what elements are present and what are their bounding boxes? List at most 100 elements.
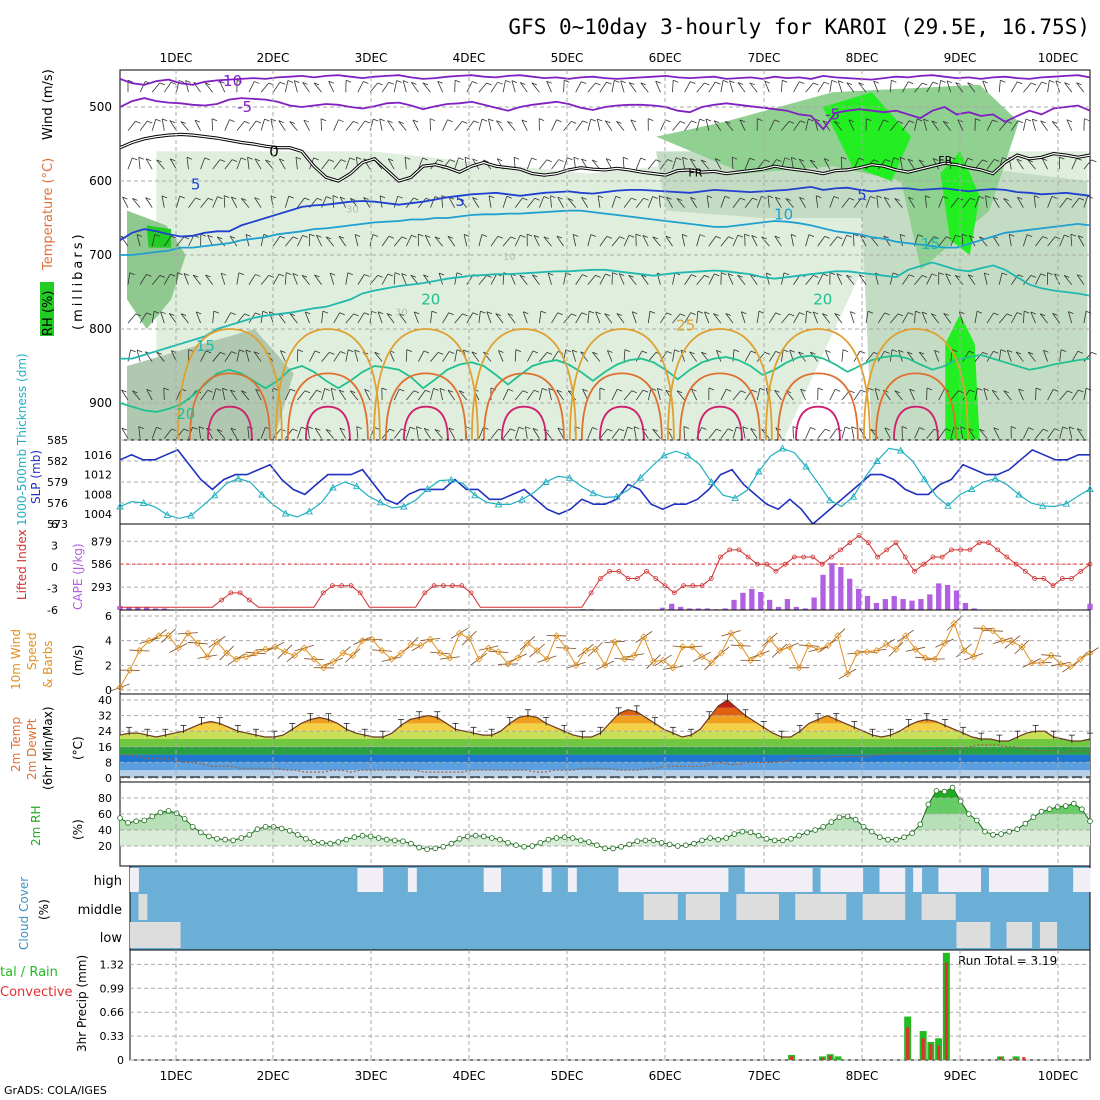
wind10m-marker (329, 658, 337, 666)
cape-bar (695, 608, 702, 610)
wind-barb-flag (207, 389, 213, 393)
wind-barb (416, 426, 419, 439)
wind-barb-flag (894, 390, 900, 394)
wind-barb (357, 312, 365, 324)
cloud-cell (946, 894, 956, 920)
wind10m-marker (358, 637, 367, 645)
rh2m-marker (602, 845, 608, 852)
wind-barb (611, 80, 615, 93)
wind-barb-flag (463, 349, 469, 353)
wind-barb (204, 82, 214, 93)
lifted-index-marker (985, 540, 991, 546)
wind-barb (405, 349, 408, 362)
wind-barb-flag (496, 120, 502, 124)
cloud-cell (626, 868, 636, 892)
wind-barb-flag (448, 312, 454, 316)
wind-barb-flag (309, 233, 315, 237)
wind-barb-flag (901, 426, 908, 429)
wind-barb (151, 311, 155, 324)
rh2m-marker (901, 834, 907, 840)
isotherm-line (119, 74, 1091, 86)
wind-barb-flag (305, 311, 311, 315)
lifted-index-marker (801, 554, 807, 560)
wind-barb-flag (701, 351, 707, 355)
wind-barb (647, 352, 657, 362)
wind-barb (825, 350, 831, 362)
cloud-cell (668, 868, 678, 892)
wind-barb (405, 235, 412, 247)
wind-barb-flag (272, 387, 278, 391)
wind-barb-flag (540, 310, 547, 314)
wind-barb-flag (884, 196, 890, 200)
wind-barb-flag (632, 311, 638, 315)
wind-barb-flag (154, 234, 160, 237)
wind-barb (684, 274, 692, 285)
wind-barb (309, 350, 316, 362)
wind10m-marker (746, 656, 755, 664)
wind-barb-flag (388, 158, 394, 162)
wind-barb-flag (919, 351, 925, 355)
wind-barb-flag (750, 428, 756, 431)
wind-barb (955, 82, 964, 93)
wind-barb-flag (631, 197, 637, 201)
wind-barb (136, 234, 141, 247)
wind10m-marker (339, 649, 347, 657)
lifted-index-marker (939, 554, 945, 560)
wind-barb-flag (170, 273, 176, 277)
wind-barb-flag (1016, 158, 1022, 162)
wind-barb-flag (823, 81, 830, 85)
rh2m-marker (674, 843, 681, 849)
wind-barb-flag (423, 427, 430, 431)
wind-barb (883, 197, 891, 208)
thickness-marker (447, 475, 455, 483)
wind-barb-flag (486, 275, 492, 278)
wind-barb (229, 389, 238, 401)
wind-barb-flag (1066, 119, 1073, 123)
wind-barb-flag (1078, 389, 1084, 393)
wind-barb (974, 352, 984, 362)
rh2m-marker (319, 839, 325, 846)
warm-contour (765, 328, 871, 441)
lifted-index-marker (1069, 576, 1074, 581)
wind10m-marker (349, 651, 357, 660)
wind-barb-flag (146, 312, 152, 316)
wind-barb (387, 158, 395, 170)
wind-barb-flag (921, 274, 928, 278)
wind-barb-flag (356, 156, 362, 160)
wind-barb (714, 158, 722, 170)
wind-barb (510, 273, 516, 285)
wind-barb-flag (121, 389, 127, 393)
rh2m-marker (626, 841, 633, 848)
wind-barb-flag (1054, 273, 1060, 277)
wind10m-marker (378, 646, 386, 655)
wind-barb-flag (774, 235, 780, 239)
wind-barb-flag (969, 389, 975, 393)
cloud-cell (812, 894, 822, 920)
wind10m-marker (727, 629, 735, 637)
wind-barb-flag (567, 198, 574, 201)
wind-barb-flag (943, 121, 949, 124)
cloud-cell (871, 894, 880, 920)
wind-barb-flag (893, 157, 899, 161)
wind-barb-flag (682, 156, 688, 160)
cloud-row-label: low (100, 931, 123, 946)
lifted-index-marker (1078, 568, 1084, 574)
wind-barb-flag (1053, 389, 1059, 392)
cape-bar (126, 606, 132, 610)
wind-barb-flag (749, 82, 755, 86)
wind-barb-flag (416, 426, 422, 430)
lifted-index-marker (718, 554, 723, 560)
wind10m-marker (543, 655, 551, 663)
wind-barb-flag (750, 350, 757, 354)
precip-convective-bar (790, 1056, 794, 1060)
wind-barb-flag (641, 350, 648, 354)
wind-barb (1023, 427, 1029, 439)
wind-barb (926, 273, 933, 285)
wind-barb (127, 157, 133, 170)
wind-barb (967, 82, 976, 93)
wind-barb (737, 82, 746, 93)
wind-barb-flag (676, 390, 683, 394)
wind-barb-flag (581, 197, 587, 200)
wind-barb-flag (513, 156, 520, 160)
